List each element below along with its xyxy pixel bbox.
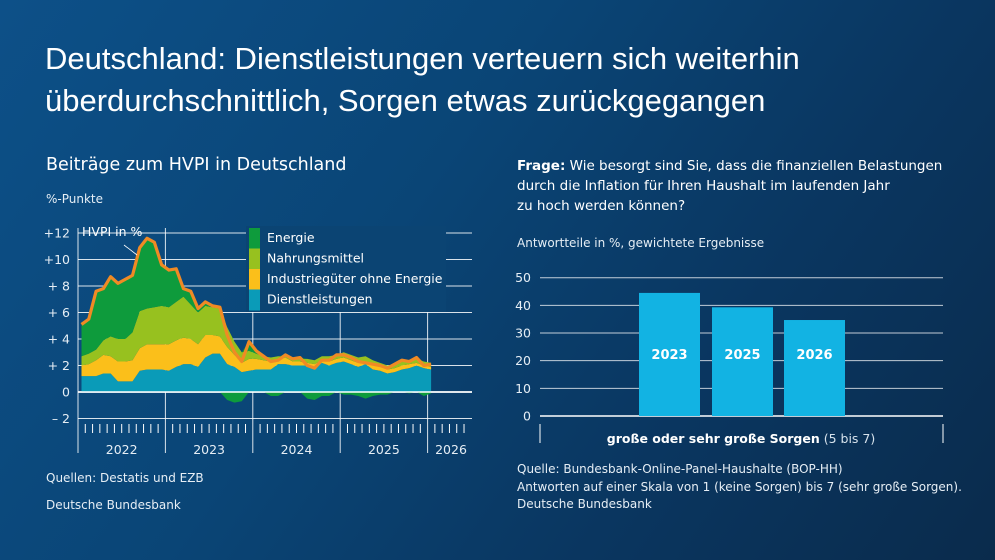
bar-label: 2026 xyxy=(796,348,832,363)
bar-2023 xyxy=(639,292,700,416)
question-label: Frage: xyxy=(517,158,566,174)
right-chart-unit: Antwortteile in %, gewichtete Ergebnisse xyxy=(517,236,765,250)
question-line-2: durch die Inflation für Ihren Haushalt i… xyxy=(517,178,890,194)
worries-bar-chart: 0 10 20 30 40 50 2023 2025 2026 große oder sehr g… xyxy=(515,270,944,446)
hvpi-contributions-chart: – 2 0 + 2 + 4 + 6 + 8 +10 +12 2022 2023 2024 2025 20… xyxy=(44,224,472,457)
y-tick-label: 0 xyxy=(523,409,531,424)
question: Frage: Wie besorgt sind Sie, dass die fi… xyxy=(517,156,942,216)
legend-swatch xyxy=(249,228,260,249)
title-line-2: überdurchschnittlich, Sorgen etwas zurüc… xyxy=(45,83,766,118)
y-tick-label: + 6 xyxy=(48,305,70,320)
y-tick-label: +12 xyxy=(44,226,70,241)
left-chart-title: Beiträge zum HVPI in Deutschland xyxy=(46,155,347,175)
question-line-3: zu hoch werden können? xyxy=(517,198,686,214)
area-nahrungsmittel xyxy=(81,296,432,370)
y-tick-label: +10 xyxy=(44,252,70,267)
y-tick-label: 50 xyxy=(515,270,531,285)
x-tick-label: 2024 xyxy=(281,442,313,457)
y-tick-label: + 2 xyxy=(48,358,70,373)
area-dienstleistungen xyxy=(81,353,432,392)
left-chart-unit: %-Punkte xyxy=(46,192,104,206)
legend-label: Nahrungsmittel xyxy=(267,251,364,266)
area-energie-negative xyxy=(81,392,432,403)
x-tick-label: 2025 xyxy=(368,442,400,457)
right-publisher: Deutsche Bundesbank xyxy=(517,497,652,511)
annotation-leader xyxy=(123,244,138,256)
hvpi-annotation: HVPI in % xyxy=(82,224,143,239)
y-tick-label: + 4 xyxy=(48,332,70,347)
x-tick-label: 2026 xyxy=(435,442,467,457)
y-tick-label: – 2 xyxy=(52,411,70,426)
area-industriegüter-ohne-energie xyxy=(81,335,432,382)
left-publisher: Deutsche Bundesbank xyxy=(46,498,181,512)
x-axis-label-range: (5 bis 7) xyxy=(820,431,876,446)
y-tick-label: 20 xyxy=(515,353,531,368)
legend-swatch xyxy=(249,269,260,290)
x-axis-label-bold: große oder sehr große Sorgen xyxy=(607,431,820,446)
left-source: Quellen: Destatis und EZB xyxy=(46,471,204,485)
bar-2026 xyxy=(784,320,845,416)
bar-2025 xyxy=(712,307,773,416)
y-tick-label: 10 xyxy=(515,381,531,396)
y-tick-label: 30 xyxy=(515,326,531,341)
y-tick-label: 0 xyxy=(62,385,70,400)
right-notes: Quelle: Bundesbank-Online-Panel-Haushalt… xyxy=(517,461,962,514)
legend-label: Industriegüter ohne Energie xyxy=(267,271,443,286)
right-note: Antworten auf einer Skala von 1 (keine S… xyxy=(517,479,962,494)
bar-label: 2023 xyxy=(651,348,687,363)
y-tick-label: + 8 xyxy=(48,279,70,294)
legend-swatch xyxy=(249,289,260,311)
x-axis-label: große oder sehr große Sorgen (5 bis 7) xyxy=(607,431,875,446)
y-tick-label: 40 xyxy=(515,298,531,313)
legend-label: Dienstleistungen xyxy=(267,292,373,307)
legend-label: Energie xyxy=(267,230,315,245)
x-tick-label: 2022 xyxy=(106,442,138,457)
right-source: Quelle: Bundesbank-Online-Panel-Haushalt… xyxy=(517,462,843,476)
legend-swatch xyxy=(249,248,260,270)
legend-background xyxy=(246,226,446,312)
title-line-1: Deutschland: Dienstleistungen verteuern … xyxy=(45,41,800,76)
x-tick-label: 2023 xyxy=(193,442,225,457)
question-line-1: Wie besorgt sind Sie, dass die finanziel… xyxy=(569,158,943,174)
bar-label: 2025 xyxy=(724,348,760,363)
page-title: Deutschland: Dienstleistungen verteuern … xyxy=(45,38,975,122)
